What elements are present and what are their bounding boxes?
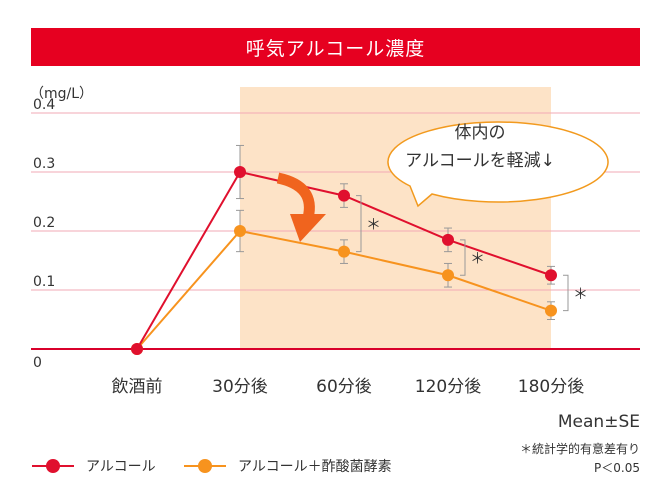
data-point-series-1 xyxy=(338,189,350,202)
data-point-series-1 xyxy=(545,269,557,282)
data-point-series-1 xyxy=(442,233,454,246)
significance-mark: ＊ xyxy=(470,250,485,268)
data-point-series-2 xyxy=(338,245,350,258)
y-tick-label: 0.2 xyxy=(33,215,55,231)
x-tick-label: 180分後 xyxy=(518,377,584,397)
chart-title: 呼気アルコール濃度 xyxy=(31,28,640,66)
significance-bracket xyxy=(563,274,569,312)
significance-mark: ＊ xyxy=(366,216,381,234)
data-point-series-1 xyxy=(234,166,246,178)
data-point-series-2 xyxy=(442,269,454,282)
x-tick-labels: 飲酒前 30分後 60分後 120分後 180分後 xyxy=(112,377,585,397)
x-tick-label: 30分後 xyxy=(212,377,268,397)
legend-marker-alcohol xyxy=(32,458,74,474)
callout-line-2: アルコールを軽減↓ xyxy=(405,151,555,171)
y-tick-label: 0.4 xyxy=(33,97,55,113)
significance-brackets: ＊ ＊ ＊ xyxy=(356,195,588,312)
callout-bubble: 体内の アルコールを軽減↓ xyxy=(387,121,609,208)
legend-item-alcohol-enzyme: アルコール＋酢酸菌酵素 xyxy=(184,456,392,476)
x-tick-label: 60分後 xyxy=(316,377,372,397)
legend-label-alcohol: アルコール xyxy=(86,459,156,475)
data-point-series-2 xyxy=(545,304,557,317)
y-tick-label: 0.3 xyxy=(33,156,55,172)
data-point-series-1 xyxy=(131,343,143,355)
legend-item-alcohol: アルコール xyxy=(32,456,156,476)
y-axis-label: （mg/L） xyxy=(30,86,93,102)
significance-note: ＊統計学的有意差有り P＜0.05 xyxy=(520,440,640,478)
data-point-series-2 xyxy=(234,225,246,237)
mean-se-note: Mean±SE xyxy=(557,412,640,432)
significance-bracket xyxy=(356,195,362,253)
y-tick-label: 0.1 xyxy=(33,274,55,290)
y-tick-label: 0 xyxy=(33,355,42,371)
callout-line-1: 体内の xyxy=(455,123,506,143)
legend-marker-alcohol-enzyme xyxy=(184,458,226,474)
callout-shape xyxy=(387,121,609,208)
reduction-arrow-icon xyxy=(276,172,326,242)
x-tick-label: 120分後 xyxy=(415,377,481,397)
significance-bracket xyxy=(460,239,466,276)
significance-mark: ＊ xyxy=(573,285,588,303)
significance-note-line-2: P＜0.05 xyxy=(594,461,640,475)
x-tick-label: 飲酒前 xyxy=(112,377,163,397)
y-tick-labels: 0 0.1 0.2 0.3 0.4 xyxy=(33,97,55,371)
series-group xyxy=(131,166,557,355)
significance-note-line-1: ＊統計学的有意差有り xyxy=(519,442,640,456)
legend-label-alcohol-enzyme: アルコール＋酢酸菌酵素 xyxy=(238,459,392,475)
